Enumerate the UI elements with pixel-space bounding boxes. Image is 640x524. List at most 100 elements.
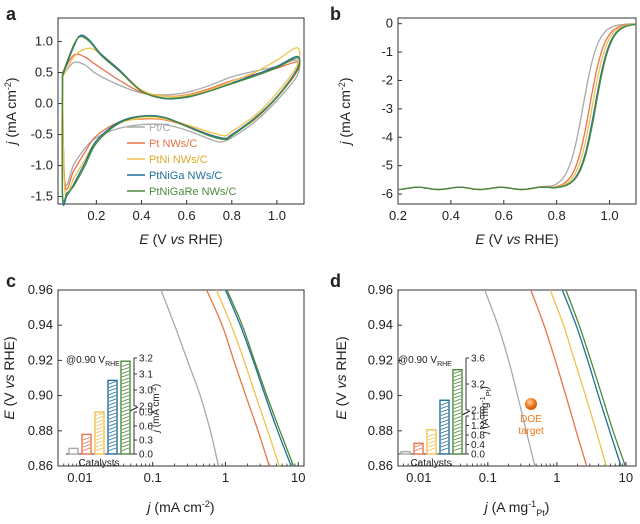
inset-d-bar-hatch-ptnigare-nws-c-8	[453, 423, 462, 427]
inset-d-bar-hatch-ptni-nws-c-3	[427, 440, 436, 444]
legend-label-ptnigare-nws: PtNiGaRe NWs/C	[149, 186, 236, 198]
x-tick-label-a-3: 0.8	[223, 208, 241, 223]
lsv-curve-ptnigare-nws-c	[397, 23, 637, 191]
x-tick-label-b-4: 1.0	[601, 208, 619, 223]
inset-d-bar-hatch-ptniga-nws-c-11	[440, 412, 449, 416]
inset-c-bar-hatch-ptnigare-nws-c-1	[121, 447, 130, 451]
inset-c-bar-hatch-ptnigare-nws-c-13	[121, 405, 130, 409]
inset-c-bar-hatch-ptniga-nws-c-11	[108, 412, 117, 416]
x-tick-label-b-2: 0.6	[495, 208, 513, 223]
inset-c-bar-hatch-ptniga-nws-c-7	[108, 426, 117, 430]
inset-d-bar-hatch-ptniga-nws-c-3	[440, 440, 449, 444]
lsv-curve-ptniga-nws-c	[397, 23, 637, 191]
tafel-curve-c-ptniga-nws-c	[224, 289, 292, 467]
inset-d-bar-hatch-ptnigare-nws-c-23	[453, 370, 462, 374]
inset-c-bar-hatch-ptni-nws-c-8	[95, 423, 104, 427]
y-tick-label-d-2: 0.90	[368, 388, 393, 403]
x-axis-title-c: j (mA cm-2)	[145, 499, 214, 515]
inset-c-bar-hatch-ptniga-nws-c-5	[108, 433, 117, 437]
inset-d-bar-hatch-ptnigare-nws-c-16	[453, 395, 462, 399]
tafel-curve-c-pt-nws-c	[206, 289, 270, 467]
y-tick-label-b-6: -6	[381, 186, 393, 201]
inset-c-bar-hatch-ptni-nws-c-11	[95, 412, 104, 416]
panel-label-a: a	[6, 4, 17, 24]
inset-c-bar-hatch-ptniga-nws-c-13	[108, 405, 117, 409]
legend-label-ptni-nws: PtNi NWs/C	[149, 154, 208, 166]
inset-c-bar-hatch-ptni-nws-c-3	[95, 440, 104, 444]
inset-d-upper-tick-label-0: 2.8	[471, 406, 485, 417]
y-tick-label-c-4: 0.94	[28, 317, 53, 332]
doe-target-marker	[525, 398, 537, 410]
inset-d-bar-hatch-ptni-nws-c-5	[427, 433, 436, 437]
y-tick-label-d-0: 0.86	[368, 458, 393, 473]
inset-d-bar-hatch-ptniga-nws-c-12	[440, 409, 449, 413]
y-tick-label-a-5: 1.0	[35, 34, 53, 49]
inset-c-bar-hatch-ptnigare-nws-c-22	[121, 374, 130, 378]
inset-d-lower-tick-label-2: 0.8	[471, 431, 485, 442]
inset-c-bar-hatch-pt-nws-c-3	[82, 440, 91, 444]
inset-c-bar-hatch-ptnigare-nws-c-10	[121, 416, 130, 420]
inset-c-bar-hatch-ptnigare-nws-c-15	[121, 398, 130, 402]
y-tick-label-a-1: -1.0	[31, 158, 53, 173]
y-tick-label-a-3: 0.0	[35, 96, 53, 111]
y-tick-label-b-1: -1	[381, 44, 393, 59]
inset-c-title: @0.90 VRHE	[66, 355, 120, 368]
x-tick-label-a-0: 0.2	[87, 208, 105, 223]
y-tick-label-b-2: -2	[381, 72, 393, 87]
doe-target-label-2: target	[518, 426, 544, 437]
inset-d-bar-hatch-ptnigare-nws-c-6	[453, 430, 462, 434]
inset-c-bar-hatch-ptnigare-nws-c-25	[121, 363, 130, 367]
inset-d-bar-hatch-ptnigare-nws-c-7	[453, 426, 462, 430]
inset-c-bar-ptni-nws-c	[94, 411, 105, 455]
inset-d-bar-hatch-ptniga-nws-c-10	[440, 416, 449, 420]
legend-label-pt-nws: Pt NWs/C	[149, 138, 197, 150]
inset-c-bar-hatch-ptniga-nws-c-18	[108, 388, 117, 392]
inset-d-upper-tick-label-1: 3.2	[471, 380, 485, 391]
inset-d-bar-hatch-ptni-nws-c-2	[427, 444, 436, 448]
x-tick-label-c-0: 0.01	[67, 470, 92, 485]
inset-c-bar-hatch-ptniga-nws-c-6	[108, 430, 117, 434]
x-tick-label-c-2: 1	[222, 470, 229, 485]
inset-c-bar-hatch-ptni-nws-c-9	[95, 419, 104, 423]
y-axis-title-d: E (V vs RHE)	[333, 336, 349, 419]
inset-c-bar-pt-nws-c	[81, 433, 92, 455]
inset-c-bar-hatch-ptniga-nws-c-4	[108, 437, 117, 441]
inset-c-bar-hatch-ptni-nws-c-10	[95, 416, 104, 420]
legend-a: Pt/C Pt NWs/C PtNi NWs/C PtNiGa NWs/C Pt…	[127, 122, 236, 198]
inset-c-bar-hatch-ptniga-nws-c-1	[108, 447, 117, 451]
panel-label-c: c	[6, 271, 16, 291]
y-tick-label-c-0: 0.86	[28, 458, 53, 473]
inset-c-bar-hatch-ptniga-nws-c-15	[108, 398, 117, 402]
inset-d-bar-pt-nws-c	[413, 442, 424, 455]
inset-c-bar-hatch-ptniga-nws-c-2	[108, 444, 117, 448]
inset-d-bar-hatch-ptnigare-nws-c-13	[453, 405, 462, 409]
tafel-curve-c-pt-c	[160, 289, 220, 467]
inset-c-bar-hatch-ptnigare-nws-c-16	[121, 395, 130, 399]
inset-c-bar-hatch-ptnigare-nws-c-9	[121, 419, 130, 423]
inset-d-break-2	[461, 410, 471, 416]
inset-c-bar-hatch-ptniga-nws-c-16	[108, 395, 117, 399]
inset-c-upper-tick-label-0: 2.9	[139, 402, 153, 413]
doe-target-label-1: DOE	[520, 414, 542, 425]
inset-d-bar-hatch-ptnigare-nws-c-18	[453, 388, 462, 392]
inset-c-bar-hatch-ptnigare-nws-c-7	[121, 426, 130, 430]
x-axis-title-b: E (V vs RHE)	[475, 231, 558, 247]
inset-c-lower-tick-label-3: 0.9	[139, 408, 153, 419]
x-tick-label-d-0: 0.01	[406, 470, 431, 485]
cv-curve-ptnigare-nws-c	[61, 35, 301, 203]
panel-label-d: d	[330, 271, 341, 291]
inset-d-bar-hatch-ptni-nws-c-1	[427, 447, 436, 451]
inset-d-bar-hatch-ptnigare-nws-c-14	[453, 402, 462, 406]
x-tick-label-c-3: 10	[291, 470, 305, 485]
tafel-curve-c-ptnigare-nws-c	[226, 289, 295, 467]
inset-c-bar-hatch-ptnigare-nws-c-17	[121, 391, 130, 395]
inset-c-bar-hatch-ptniga-nws-c-3	[108, 440, 117, 444]
y-tick-label-c-3: 0.92	[28, 352, 53, 367]
inset-d-bar-hatch-ptnigare-nws-c-1	[453, 447, 462, 451]
inset-d-bar-hatch-ptnigare-nws-c-22	[453, 374, 462, 378]
inset-c-bar-hatch-ptnigare-nws-c-3	[121, 440, 130, 444]
inset-c-bar-hatch-ptnigare-nws-c-6	[121, 430, 130, 434]
x-tick-label-b-0: 0.2	[389, 208, 407, 223]
inset-d-bar-hatch-ptnigare-nws-c-20	[453, 381, 462, 385]
